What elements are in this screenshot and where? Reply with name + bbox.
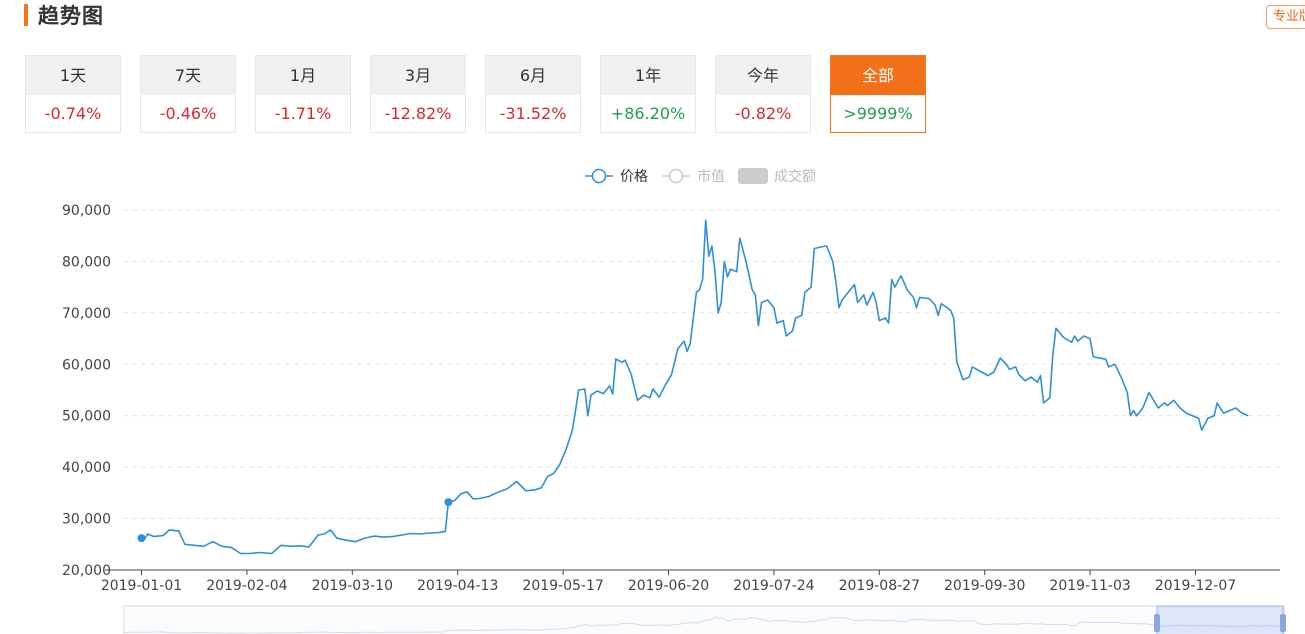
page-title: 趋势图	[38, 4, 104, 28]
title-accent-bar	[24, 4, 28, 26]
x-tick-label: 2019-02-04	[206, 578, 287, 594]
y-tick-label: 90,000	[62, 203, 111, 219]
x-tick-label: 2019-09-30	[944, 578, 1025, 594]
y-tick-label: 80,000	[62, 254, 111, 270]
x-tick-label: 2019-11-03	[1049, 578, 1130, 594]
zoom-handle-right[interactable]	[1280, 614, 1286, 632]
period-change-value: -0.46%	[159, 104, 217, 123]
section-header: 趋势图	[24, 3, 104, 28]
legend-marker-1	[668, 168, 684, 184]
pro-version-button[interactable]: 专业版	[1266, 5, 1305, 29]
y-tick-label: 30,000	[62, 512, 111, 528]
x-tick-label: 2019-01-01	[101, 578, 182, 594]
period-tab-4[interactable]: 6月 -31.52%	[485, 55, 581, 133]
zoom-handle-left[interactable]	[1154, 614, 1160, 632]
period-label: 6月	[486, 56, 580, 95]
period-change-value: >9999%	[843, 104, 913, 123]
period-label: 1天	[26, 56, 120, 95]
price-marker-point	[137, 534, 146, 543]
legend-label-2[interactable]: 成交额	[774, 168, 816, 185]
x-tick-label: 2019-08-27	[839, 578, 920, 594]
period-tab-7[interactable]: 全部 >9999%	[830, 55, 926, 133]
period-change-value: -0.74%	[44, 104, 102, 123]
period-change-value: -1.71%	[274, 104, 332, 123]
period-label: 1月	[256, 56, 350, 95]
period-label: 全部	[831, 56, 925, 95]
period-change-value: +86.20%	[610, 104, 686, 123]
y-tick-label: 70,000	[62, 306, 111, 322]
legend-label-0[interactable]: 价格	[620, 169, 648, 185]
legend-marker-0	[591, 168, 607, 184]
legend-swatch-2	[738, 168, 768, 184]
period-tab-2[interactable]: 1月 -1.71%	[255, 55, 351, 133]
period-change-value: -31.52%	[499, 104, 567, 123]
x-tick-label: 2019-04-13	[417, 578, 498, 594]
x-tick-label: 2019-12-07	[1155, 578, 1236, 594]
period-tab-3[interactable]: 3月 -12.82%	[370, 55, 466, 133]
period-tab-5[interactable]: 1年 +86.20%	[600, 55, 696, 133]
legend-label-1[interactable]: 市值	[697, 168, 725, 185]
period-label: 1年	[601, 56, 695, 95]
y-tick-label: 50,000	[62, 409, 111, 425]
y-tick-label: 40,000	[62, 460, 111, 476]
x-tick-label: 2019-07-24	[733, 578, 814, 594]
period-tab-0[interactable]: 1天 -0.74%	[25, 55, 121, 133]
zoom-slider-preview	[123, 615, 1285, 634]
price-series-line	[141, 219, 1249, 555]
y-tick-label: 20,000	[62, 563, 111, 579]
period-label: 3月	[371, 56, 465, 95]
period-label: 今年	[716, 56, 810, 95]
period-tab-1[interactable]: 7天 -0.46%	[140, 55, 236, 133]
x-tick-label: 2019-06-20	[628, 578, 709, 594]
period-tab-6[interactable]: 今年 -0.82%	[715, 55, 811, 133]
zoom-slider-window[interactable]	[1156, 605, 1284, 634]
x-tick-label: 2019-05-17	[522, 578, 603, 594]
y-tick-label: 60,000	[62, 357, 111, 373]
zoom-slider-track	[123, 605, 1285, 634]
period-label: 7天	[141, 56, 235, 95]
x-tick-label: 2019-03-10	[312, 578, 393, 594]
price-marker-point	[444, 498, 453, 507]
period-change-value: -0.82%	[734, 104, 792, 123]
period-change-value: -12.82%	[384, 104, 452, 123]
